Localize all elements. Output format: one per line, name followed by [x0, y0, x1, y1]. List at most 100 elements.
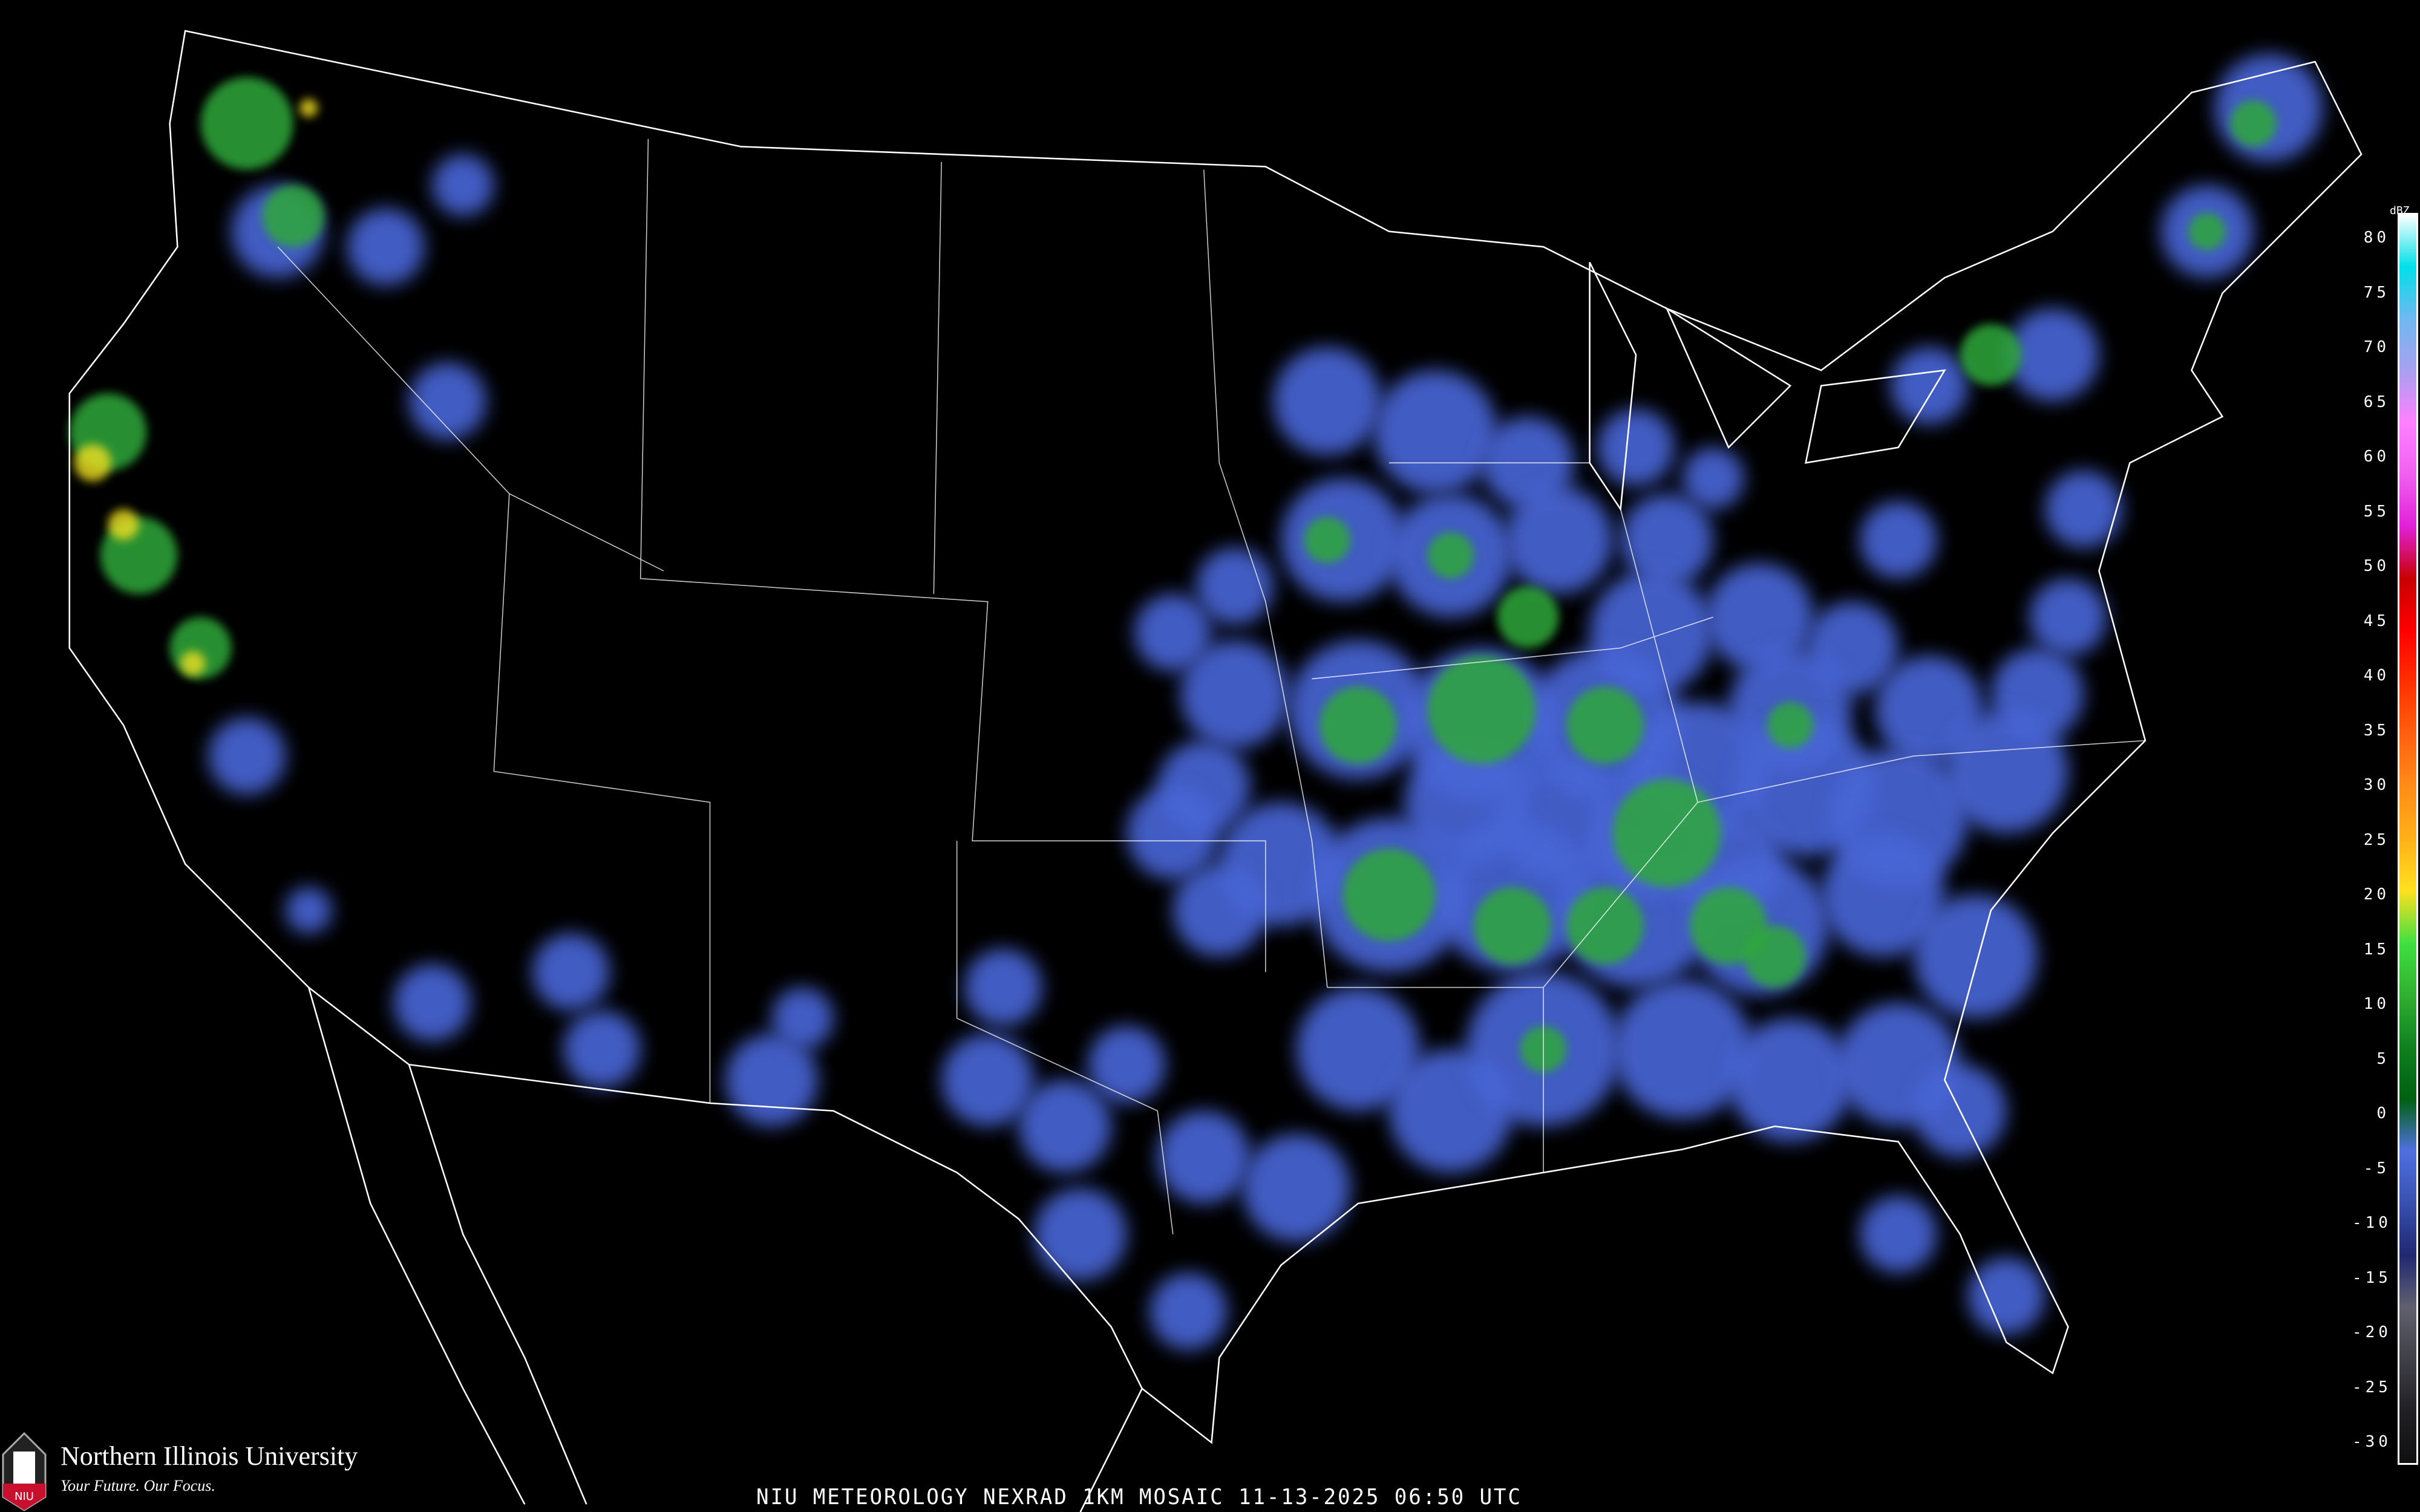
radar-echo — [347, 208, 425, 285]
radar-echo — [532, 933, 610, 1011]
radar-echo — [1018, 1080, 1111, 1173]
radar-echo — [1127, 787, 1220, 880]
radar-echo — [1505, 486, 1613, 595]
radar-echo — [1157, 1110, 1251, 1204]
radar-echo — [1891, 347, 1968, 425]
radar-echo — [1767, 702, 1814, 749]
radar-echo — [1612, 779, 1721, 887]
radar-echo — [1859, 501, 1937, 579]
radar-echo — [1821, 833, 1945, 957]
radar-echo — [1914, 894, 2038, 1018]
radar-echoes-strong — [74, 99, 318, 676]
radar-echo — [2230, 100, 2277, 147]
radar-echo — [1728, 1018, 1853, 1142]
radar-echo — [1172, 864, 1266, 957]
radar-echoes-moderate — [69, 77, 2277, 1072]
legend-tick: -15 — [2352, 1268, 2392, 1287]
radar-echo — [725, 1034, 819, 1127]
legend-tick: 35 — [2363, 721, 2390, 740]
legend-tick: 40 — [2363, 666, 2390, 685]
legend-tick: 75 — [2363, 283, 2390, 302]
radar-echo — [1967, 1257, 2046, 1335]
legend-tick: 10 — [2363, 995, 2390, 1013]
radar-echo — [74, 444, 111, 481]
mosaic-title: NIU METEOROLOGY NEXRAD 1KM MOSAIC 11-13-… — [756, 1485, 1522, 1510]
legend-tick: -25 — [2352, 1378, 2392, 1396]
radar-echo — [771, 987, 834, 1049]
legend-tick: -10 — [2352, 1214, 2392, 1232]
radar-echo — [180, 651, 206, 676]
radar-echo — [1273, 347, 1382, 455]
radar-echo — [1597, 409, 1675, 486]
radar-echo — [1960, 324, 2022, 386]
mexico-coast — [307, 987, 1143, 1512]
radar-echo — [1427, 656, 1536, 764]
radar-echo — [1088, 1026, 1166, 1103]
legend-tick: 60 — [2363, 448, 2390, 466]
legend-tick: 5 — [2376, 1049, 2390, 1068]
state-borders — [277, 138, 2145, 1234]
legend-tick: 30 — [2363, 776, 2390, 794]
radar-echo — [262, 185, 324, 247]
radar-echo — [2045, 471, 2122, 548]
legend-tick: -30 — [2352, 1433, 2392, 1451]
us-border-outline — [68, 30, 2363, 1444]
radar-echo — [1342, 849, 1436, 942]
legend-tick: 20 — [2363, 885, 2390, 904]
radar-echo — [285, 887, 332, 934]
radar-echo — [1474, 887, 1551, 965]
radar-echo — [1944, 709, 2068, 833]
radar-echo — [1134, 594, 1212, 671]
radar-echo — [1744, 925, 1806, 988]
radar-echo — [1497, 756, 1621, 880]
radar-echo — [1566, 887, 1644, 965]
radar-echo — [108, 509, 139, 540]
legend-tick: 55 — [2363, 502, 2390, 521]
legend-tick: 45 — [2363, 611, 2390, 630]
legend-tick: -5 — [2363, 1159, 2390, 1178]
radar-echo — [1150, 1272, 1228, 1351]
legend-tick: 25 — [2363, 830, 2390, 849]
niu-logo-icon: NIU — [2, 1432, 47, 1511]
legend-tick: -20 — [2352, 1323, 2392, 1341]
radar-echo — [208, 717, 286, 795]
radar-echo — [1304, 516, 1351, 564]
radar-echo — [1566, 686, 1644, 764]
radar-echo — [941, 1034, 1035, 1127]
radar-echo — [1242, 1134, 1351, 1242]
radar-echo — [1296, 987, 1420, 1111]
legend-tick: 65 — [2363, 393, 2390, 411]
legend-tick: 0 — [2376, 1104, 2390, 1123]
radar-echo — [1620, 494, 1713, 587]
radar-echo — [1196, 547, 1274, 625]
radar-echo — [964, 948, 1042, 1026]
radar-echo — [409, 362, 486, 440]
legend-tick: 70 — [2363, 338, 2390, 356]
radar-echo — [2188, 213, 2226, 250]
logo-badge: NIU — [15, 1490, 34, 1503]
legend-tick: 15 — [2363, 940, 2390, 959]
radar-echo — [1427, 532, 1474, 579]
radar-echo — [1682, 447, 1744, 509]
radar-echo — [1373, 370, 1497, 494]
radar-echo — [299, 99, 318, 117]
radar-echo — [563, 1010, 641, 1088]
radar-echo — [1180, 640, 1289, 749]
radar-echo — [1034, 1188, 1127, 1281]
radar-echo — [2029, 578, 2107, 656]
university-tagline: Your Future. Our Focus. — [60, 1477, 215, 1494]
university-name: Northern Illinois University — [60, 1441, 358, 1471]
radar-echo — [1320, 686, 1397, 764]
radar-echo — [2006, 308, 2099, 402]
radar-echo — [393, 964, 471, 1041]
radar-echo — [1859, 1196, 1937, 1273]
radar-echo — [1612, 979, 1752, 1119]
legend-tick: 50 — [2363, 557, 2390, 575]
radar-echo — [1705, 563, 1814, 671]
legend-tick: 80 — [2363, 229, 2390, 247]
radar-echo — [1404, 740, 1528, 864]
dbz-color-scale — [2398, 213, 2418, 1465]
radar-echo — [1497, 586, 1559, 648]
